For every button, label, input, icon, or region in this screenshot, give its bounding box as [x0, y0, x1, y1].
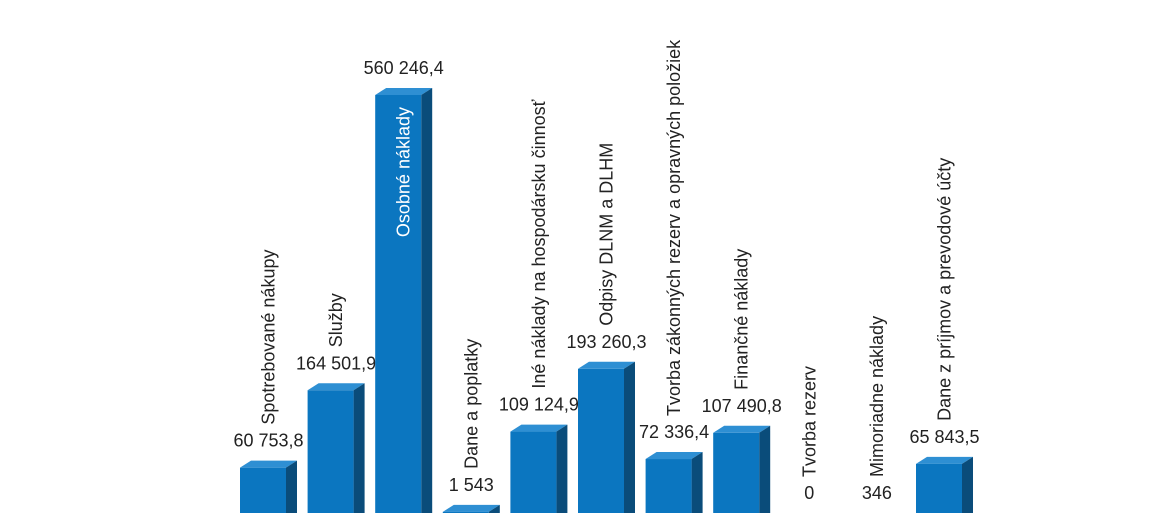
bar-top-face	[713, 425, 771, 433]
bar-side-face	[556, 424, 568, 513]
bar-side-face	[759, 425, 771, 513]
bar-group: 1 543 Dane a poplatky	[442, 339, 500, 513]
data-label: 60 753,8	[233, 431, 303, 451]
data-label: 193 260,3	[566, 332, 646, 352]
bar-group: 164 501,9 Služby	[296, 293, 376, 513]
bar-group: 0 Tvorba rezerv	[799, 366, 819, 503]
category-label: Dane z príjmov a prevodové účty	[935, 158, 955, 421]
bar	[307, 390, 354, 513]
data-label: 346	[862, 483, 892, 503]
bar	[916, 463, 962, 513]
bar-top-face	[442, 504, 500, 512]
data-label: 0	[804, 483, 814, 503]
bar-top-face	[240, 460, 297, 468]
data-label: 164 501,9	[296, 353, 376, 373]
category-label: Iné náklady na hospodársku činnosť	[529, 99, 549, 388]
category-label: Odpisy DLNM a DLHM	[597, 143, 617, 326]
data-label: 109 124,9	[499, 395, 579, 415]
data-label: 560 246,4	[364, 58, 444, 78]
bar-group: 107 490,8 Finančné náklady	[702, 249, 782, 513]
category-label: Tvorba zákonných rezerv a opravných polo…	[664, 39, 684, 416]
bar-top-face	[578, 361, 635, 369]
data-label: 1 543	[449, 475, 494, 495]
bar-top-face	[645, 452, 703, 460]
bar-side-face	[421, 88, 433, 513]
bar-group: 193 260,3 Odpisy DLNM a DLHM	[566, 143, 647, 513]
category-label: Mimoriadne náklady	[867, 316, 887, 477]
bar-group: 560 246,4 Osobné náklady	[364, 58, 444, 513]
bar	[713, 432, 760, 513]
bar	[645, 459, 692, 513]
category-label: Služby	[326, 293, 346, 347]
data-label: 72 336,4	[639, 422, 709, 442]
bar	[240, 467, 286, 513]
category-label: Tvorba rezerv	[799, 366, 819, 477]
bar	[510, 431, 557, 513]
bar-group: 72 336,4 Tvorba zákonných rezerv a opravn…	[639, 39, 709, 513]
data-label: 65 843,5	[909, 427, 979, 447]
bar	[375, 95, 422, 513]
bar-group: 109 124,9 Iné náklady na hospodársku činn…	[499, 99, 579, 513]
category-label: Finančné náklady	[732, 249, 752, 390]
bar-top-face	[510, 424, 568, 432]
category-label: Osobné náklady	[394, 107, 414, 237]
category-label: Spotrebované nákupy	[259, 250, 279, 425]
category-label: Dane a poplatky	[461, 339, 481, 469]
bar-side-face	[488, 504, 500, 513]
bar-side-face	[962, 456, 973, 513]
bar-group: 60 753,8 Spotrebované nákupy	[233, 250, 304, 513]
bar	[442, 511, 489, 513]
bar-top-face	[916, 456, 973, 464]
data-label: 107 490,8	[702, 396, 782, 416]
bar-top-face	[375, 88, 433, 95]
bar-side-face	[624, 361, 635, 513]
bar	[578, 368, 624, 513]
bar-side-face	[691, 452, 703, 513]
bar-group: 346 Mimoriadne náklady	[862, 316, 892, 503]
bar-side-face	[353, 383, 365, 513]
bar-side-face	[286, 460, 297, 513]
bar-group: 65 843,5 Dane z príjmov a prevodové účty	[909, 158, 980, 513]
bar-top-face	[307, 383, 365, 391]
